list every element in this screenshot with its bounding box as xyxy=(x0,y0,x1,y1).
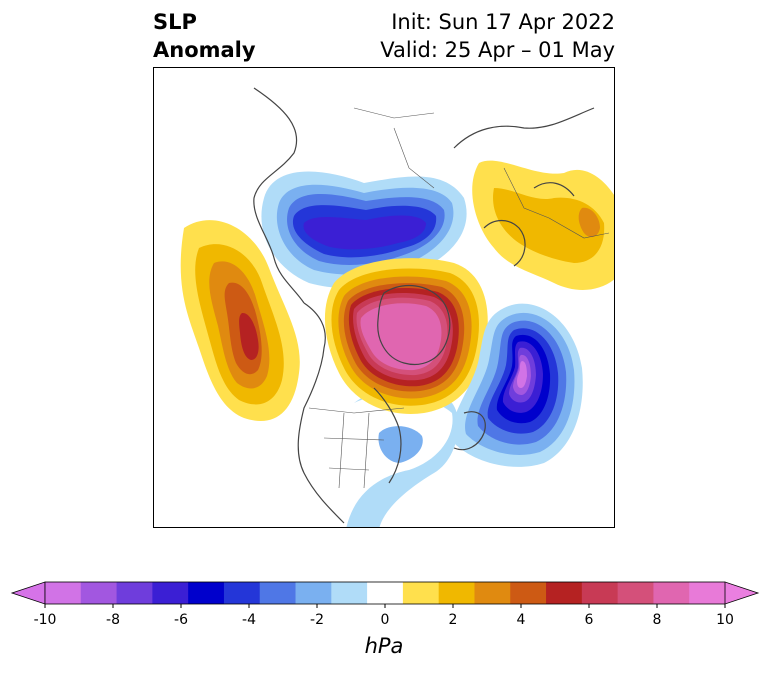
colorbar-segment xyxy=(259,582,297,604)
colorbar-min-extension xyxy=(10,581,46,605)
colorbar-tick-label: -8 xyxy=(106,612,120,628)
colorbar-tick-label: 2 xyxy=(449,612,458,628)
colorbar-segment xyxy=(653,582,690,604)
colorbar-segment xyxy=(295,582,332,604)
colorbar-segment xyxy=(45,582,82,604)
colorbar-tick-label: 10 xyxy=(716,612,734,628)
colorbar-segment xyxy=(546,582,583,604)
country-borders xyxy=(308,107,610,489)
colorbar-tick-label: 0 xyxy=(381,612,390,628)
high-north-pacific-contours xyxy=(180,220,300,421)
colorbar-max-extension xyxy=(724,581,760,605)
colorbar: -10 -8 -6 -4 -2 0 2 4 6 8 10 xyxy=(10,578,760,632)
colorbar-tick-label: 4 xyxy=(517,612,526,628)
high-scandinavia-contours xyxy=(472,160,614,290)
colorbar-tick-label: -4 xyxy=(242,612,256,628)
colorbar-segment xyxy=(474,582,511,604)
colorbar-tick-label: 6 xyxy=(585,612,594,628)
colorbar-segment xyxy=(510,582,547,604)
colorbar-segment xyxy=(581,582,619,604)
high-greenland-contours xyxy=(324,258,488,414)
valid-range: Valid: 25 Apr – 01 May xyxy=(380,38,615,62)
colorbar-segment xyxy=(80,582,118,604)
colorbar-segment xyxy=(689,582,726,604)
init-date: Init: Sun 17 Apr 2022 xyxy=(391,10,615,34)
low-siberia-contours xyxy=(261,171,467,288)
coastlines xyxy=(253,87,595,524)
colorbar-segment xyxy=(367,582,404,604)
title-right: Init: Sun 17 Apr 2022 Valid: 25 Apr – 01… xyxy=(380,8,615,64)
colorbar-segment xyxy=(438,582,475,604)
colorbar-svg: -10 -8 -6 -4 -2 0 2 4 6 8 10 xyxy=(10,581,760,628)
title-quantity: Anomaly xyxy=(153,38,256,62)
slp-anomaly-map xyxy=(153,67,615,528)
colorbar-segment xyxy=(617,582,654,604)
colorbar-segment xyxy=(188,582,225,604)
colorbar-segment xyxy=(116,582,153,604)
colorbar-segment xyxy=(402,582,440,604)
colorbar-tick-label: -10 xyxy=(34,612,57,628)
colorbar-unit-label: hPa xyxy=(364,634,404,658)
colorbar-tick-label: 8 xyxy=(653,612,662,628)
colorbar-segment xyxy=(152,582,189,604)
colorbar-segment xyxy=(331,582,368,604)
colorbar-tick-label: -6 xyxy=(174,612,188,628)
colorbar-tick-label: -2 xyxy=(310,612,324,628)
colorbar-segment xyxy=(223,582,261,604)
title-left: SLP Anomaly xyxy=(153,8,256,64)
low-north-atlantic-contours xyxy=(451,303,583,467)
title-variable: SLP xyxy=(153,10,197,34)
map-svg xyxy=(180,87,614,527)
